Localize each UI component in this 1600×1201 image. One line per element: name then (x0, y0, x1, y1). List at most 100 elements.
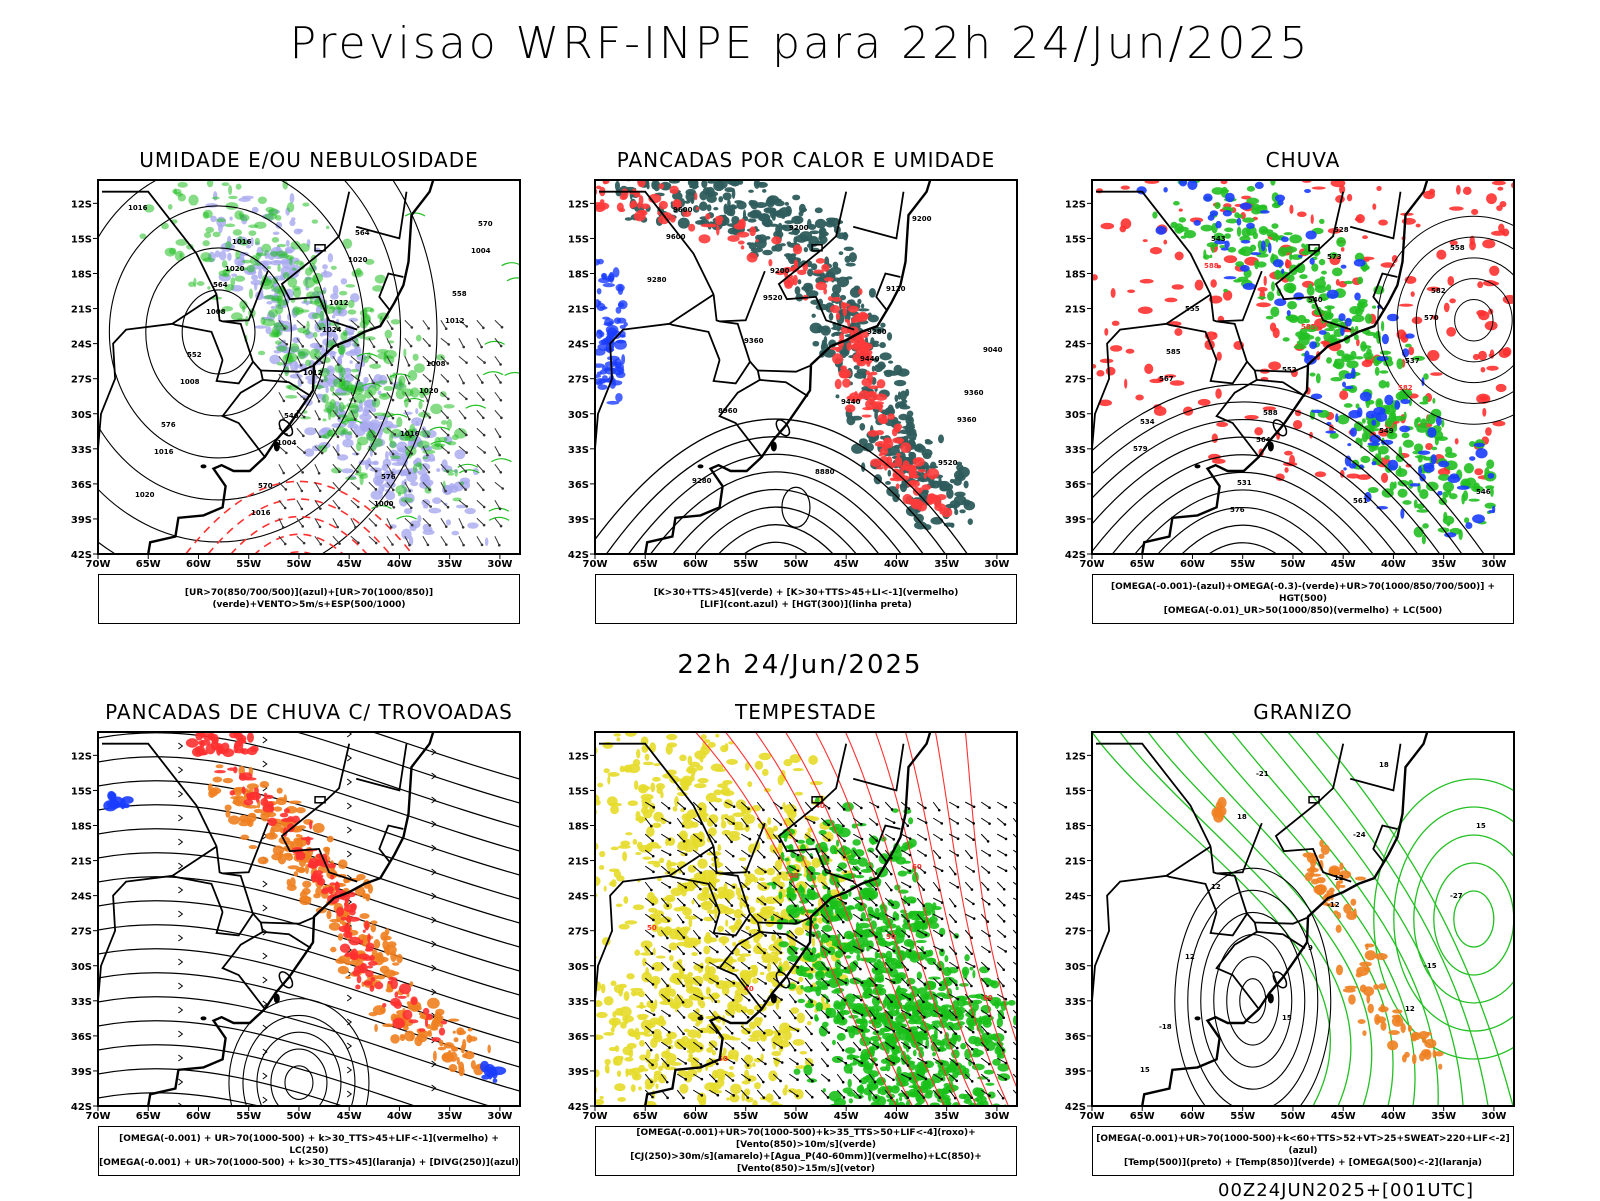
legend-line: [K>30+TTS>45](verde) + [K>30+TTS>45+LI<-… (596, 587, 1016, 599)
contour-label: 543 (1211, 235, 1226, 243)
contour-label: 1004 (471, 247, 491, 255)
lat-tick-label: 33S (71, 445, 92, 456)
lat-tick-label: 36S (71, 480, 92, 491)
lon-tick-label: 40W (387, 559, 412, 570)
map-plot: 9600952094409360928092009120904089608880… (595, 180, 1017, 554)
lon-tick-label: 40W (884, 559, 909, 570)
contour-label: 9040 (983, 346, 1003, 354)
contour-label: 582 (1398, 384, 1413, 392)
lon-tick-label: 70W (1080, 559, 1105, 570)
lat-tick-label: 33S (1065, 997, 1086, 1008)
lat-tick-label: 18S (568, 822, 589, 833)
contour-label: 534 (1140, 418, 1155, 426)
contour-label: 588 (1204, 262, 1219, 270)
contour-label: 9360 (964, 389, 984, 397)
lat-tick-label: 30S (1065, 962, 1086, 973)
lat-tick-label: 18S (71, 270, 92, 281)
lon-tick-label: 50W (1280, 559, 1305, 570)
lat-tick-label: 27S (71, 375, 92, 386)
panel-title: TEMPESTADE (595, 700, 1017, 724)
lat-tick-label: 36S (1065, 480, 1086, 491)
lon-tick-label: 40W (1381, 1111, 1406, 1122)
forecast-time-label: 22h 24/Jun/2025 (0, 650, 1600, 680)
lon-tick-label: 30W (487, 1111, 512, 1122)
lat-tick-label: 24S (1065, 892, 1086, 903)
panel-legend: [OMEGA(-0.001)+UR>70(1000-500)+k<60+TTS>… (1092, 1126, 1514, 1176)
lon-tick-label: 60W (683, 559, 708, 570)
contour-label: 546 (1476, 488, 1491, 496)
contour-label: 15 (1476, 822, 1486, 830)
lon-tick-label: 45W (1331, 1111, 1356, 1122)
lon-tick-label: 40W (387, 1111, 412, 1122)
lat-tick-label: 30S (71, 410, 92, 421)
lat-tick-label: 36S (71, 1032, 92, 1043)
contour-label: 18 (1237, 813, 1247, 821)
lon-tick-label: 65W (136, 559, 161, 570)
contour-label: 18 (1379, 761, 1389, 769)
lon-tick-label: 60W (1180, 1111, 1205, 1122)
contour-label: 561 (1353, 497, 1368, 505)
lat-tick-label: 15S (1065, 234, 1086, 245)
map-field-layer: 9600952094409360928092009120904089608880… (526, 133, 1026, 649)
lon-tick-label: 45W (1331, 559, 1356, 570)
contour-label: -18 (1159, 1023, 1172, 1031)
lat-tick-label: 12S (1065, 199, 1086, 210)
run-id-label: 00Z24JUN2025+[001UTC] (1218, 1180, 1474, 1201)
lat-tick-label: 15S (1065, 786, 1086, 797)
contour-label: 9600 (673, 206, 693, 214)
lon-tick-label: 55W (733, 1111, 758, 1122)
panel-legend: [K>30+TTS>45](verde) + [K>30+TTS>45+LI<-… (595, 574, 1017, 624)
contour-label: 9 (1308, 944, 1313, 952)
lon-tick-label: 50W (1280, 1111, 1305, 1122)
lat-tick-label: 39S (568, 1067, 589, 1078)
contour-label: 9520 (938, 459, 958, 467)
lon-tick-label: 30W (984, 559, 1009, 570)
lat-tick-label: 27S (568, 927, 589, 938)
lon-tick-label: 60W (186, 1111, 211, 1122)
contour-label: 1020 (419, 387, 439, 395)
lon-tick-label: 60W (683, 1111, 708, 1122)
contour-label: 12 (1211, 883, 1221, 891)
lat-tick-label: 33S (1065, 445, 1086, 456)
lat-tick-label: 12S (1065, 751, 1086, 762)
contour-label: 558 (452, 290, 467, 298)
contour-label: 576 (1230, 506, 1245, 514)
lon-tick-label: 65W (1130, 1111, 1155, 1122)
contour-label: 570 (478, 220, 493, 228)
lat-tick-label: 21S (71, 305, 92, 316)
contour-label: 1012 (445, 317, 465, 325)
lat-tick-label: 33S (568, 445, 589, 456)
contour-label: 60 (912, 863, 922, 871)
lat-tick-label: 18S (1065, 822, 1086, 833)
lat-tick-label: 39S (568, 515, 589, 526)
panel-title: UMIDADE E/OU NEBULOSIDADE (98, 148, 520, 172)
legend-line: [OMEGA(-0.01)_UR>50(1000/850)(vermelho) … (1093, 605, 1513, 617)
lon-tick-label: 35W (437, 1111, 462, 1122)
contour-label: 1016 (128, 204, 148, 212)
lat-tick-label: 12S (71, 751, 92, 762)
contour-label: -21 (1256, 770, 1269, 778)
lon-tick-label: 50W (286, 559, 311, 570)
contour-label: 570 (1424, 314, 1439, 322)
legend-line: [OMEGA(-0.001) + UR>70(1000-500) + k>30_… (99, 1133, 519, 1157)
lat-tick-label: 30S (71, 962, 92, 973)
contour-label: 1016 (154, 448, 174, 456)
lat-tick-label: 12S (568, 751, 589, 762)
contour-label: 50 (886, 933, 896, 941)
lat-tick-label: 15S (71, 234, 92, 245)
contour-label: 9440 (860, 355, 880, 363)
lon-tick-label: 45W (834, 559, 859, 570)
lat-tick-label: 30S (568, 410, 589, 421)
panel-legend: [OMEGA(-0.001)+UR>70(1000-500)+k>35_TTS>… (595, 1126, 1017, 1176)
contour-label: 1016 (251, 509, 271, 517)
lat-tick-label: 18S (1065, 270, 1086, 281)
contour-label: -24 (1353, 831, 1366, 839)
contour-label: 15 (1140, 1066, 1150, 1074)
lon-tick-label: 55W (236, 1111, 261, 1122)
panel-legend: [OMEGA(-0.001)-(azul)+OMEGA(-0.3)-(verde… (1092, 574, 1514, 624)
legend-line: [OMEGA(-0.001)+UR>70(1000-500)+k<60+TTS>… (1093, 1133, 1513, 1157)
lon-tick-label: 70W (86, 1111, 111, 1122)
lon-tick-label: 55W (236, 559, 261, 570)
